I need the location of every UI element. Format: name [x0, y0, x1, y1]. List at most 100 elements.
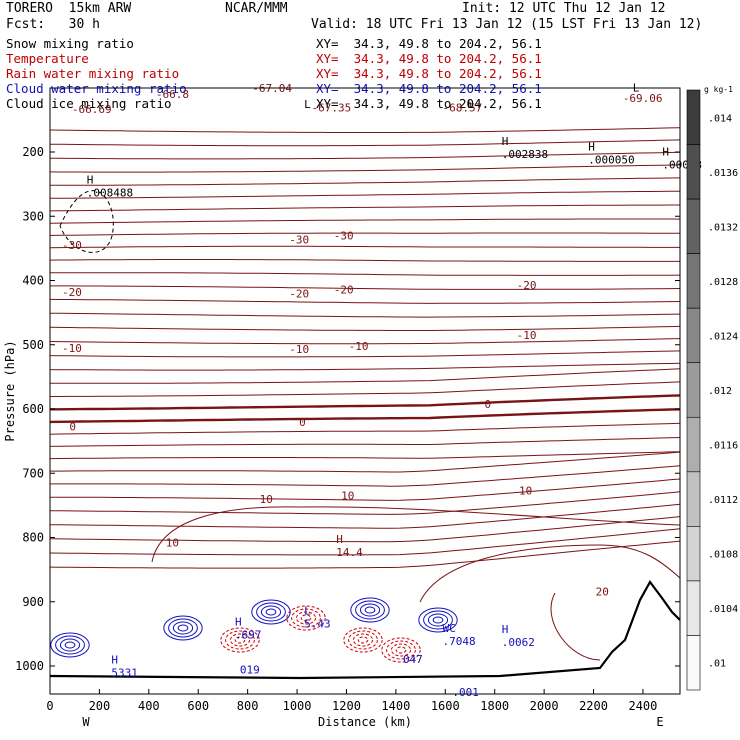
isotherm — [49, 540, 681, 569]
temperature-label: -20 — [517, 279, 537, 292]
mixing-ratio-contour — [364, 606, 376, 614]
isotherm — [50, 177, 681, 186]
mixing-ratio-contour — [50, 632, 90, 658]
isotherm — [49, 528, 681, 556]
mixing-ratio-contour — [168, 618, 198, 638]
forecast-hour: Fcst: 30 h — [6, 17, 100, 32]
mixing-ratio-contour — [295, 611, 317, 625]
isotherm — [49, 127, 681, 133]
mixing-ratio-contour — [177, 624, 189, 632]
mixing-ratio-contour — [355, 600, 385, 620]
mixing-ratio-contour — [251, 599, 291, 625]
mixing-ratio-contour — [55, 635, 85, 655]
mixing-ratio-contour — [256, 602, 286, 622]
isotherm — [49, 151, 681, 160]
temperature-label: -30 — [289, 233, 309, 246]
field-xy-cloudice: XY= 34.3, 49.8 to 204.2, 56.1 — [316, 96, 542, 111]
isotherm — [49, 338, 681, 345]
x-tick-label: 800 — [237, 699, 259, 713]
isotherm — [49, 503, 681, 529]
extremum-mark: H — [235, 615, 242, 628]
mixing-ratio-contour — [395, 646, 407, 654]
isotherm — [49, 491, 681, 515]
x-tick-label: 1800 — [480, 699, 509, 713]
colorbar-tick-label: .012 — [708, 386, 732, 397]
field-xy-rain: XY= 34.3, 49.8 to 204.2, 56.1 — [316, 66, 542, 81]
colorbar-swatch — [686, 635, 701, 691]
east-label: E — [656, 715, 663, 729]
x-tick-label: 1600 — [431, 699, 460, 713]
temperature-label: -68.57 — [442, 102, 482, 115]
isotherm — [49, 139, 681, 147]
mixing-ratio-contour — [291, 608, 321, 628]
isotherm — [419, 544, 681, 603]
colorbar-unit: g kg-1 — [704, 85, 733, 94]
isotherm — [49, 516, 681, 543]
extremum-value: 5.43 — [304, 617, 331, 630]
colorbar-swatch — [686, 416, 701, 473]
mixing-ratio-contour — [381, 637, 421, 663]
extremum-mark: WC — [442, 622, 455, 635]
mixing-ratio-contour — [59, 638, 81, 652]
extremum-value: .697 — [235, 628, 261, 641]
colorbar-swatch — [686, 144, 701, 200]
extremum-value: 047 — [403, 653, 423, 666]
plot-frame — [49, 87, 681, 695]
temperature-label: 0 — [69, 420, 76, 433]
extremum-mark: L — [467, 98, 474, 111]
mixing-ratio-contour — [427, 613, 449, 627]
isotherm — [49, 164, 681, 173]
isotherm — [151, 506, 681, 563]
colorbar-swatch — [686, 471, 701, 527]
mixing-ratio-contour — [260, 605, 282, 619]
colorbar-tick-label: .014 — [708, 113, 732, 124]
temperature-label: -69.06 — [623, 92, 663, 105]
mixing-ratio-contour — [418, 607, 458, 633]
isotherm — [49, 245, 680, 249]
temperature-label: 10 — [260, 493, 273, 506]
colorbar-tick-label: .0112 — [708, 495, 738, 506]
field-name-cloudice: Cloud ice mixing ratio — [6, 96, 172, 111]
extremum-mark: H — [588, 141, 595, 154]
temperature-label: 10 — [341, 490, 354, 503]
field-name-temp: Temperature — [6, 51, 89, 66]
extremum-mark: H — [502, 135, 509, 148]
isotherm — [49, 350, 681, 358]
isotherm — [49, 451, 681, 460]
isotherm — [49, 232, 680, 236]
y-tick-label: 200 — [22, 145, 44, 159]
temperature-label: -66.8 — [156, 88, 189, 101]
mixing-ratio-contour — [229, 633, 251, 647]
extremum-mark: L — [304, 604, 311, 617]
x-tick-label: 2400 — [628, 699, 657, 713]
temperature-label: 10 — [166, 537, 179, 550]
y-tick-label: 900 — [22, 595, 44, 609]
extremum-value: 019 — [240, 664, 260, 677]
isotherm — [49, 259, 680, 262]
extremum-value: .002838 — [502, 148, 548, 161]
extremum-mark: H — [111, 653, 118, 666]
valid-time: Valid: 18 UTC Fri 13 Jan 12 (15 LST Fri … — [311, 17, 703, 32]
mixing-ratio-contour — [343, 627, 383, 653]
isotherm — [550, 592, 601, 661]
isotherm — [50, 478, 681, 501]
mixing-ratio-contour — [265, 608, 277, 616]
isotherm — [49, 312, 681, 318]
x-axis-label: Distance (km) — [318, 715, 412, 729]
field-name-snow: Snow mixing ratio — [6, 36, 134, 51]
isotherm — [50, 465, 681, 487]
colorbar-tick-label: .0132 — [708, 222, 738, 233]
init-time: Init: 12 UTC Thu 12 Jan 12 — [462, 1, 666, 16]
extremum-value: .008488 — [87, 186, 133, 199]
isotherm — [50, 394, 681, 411]
colorbar-swatch — [686, 307, 701, 364]
field-name-rain: Rain water mixing ratio — [6, 66, 180, 81]
terrain-profile — [49, 579, 681, 680]
temperature-contours — [49, 127, 681, 661]
temperature-label: -20 — [62, 286, 82, 299]
x-tick-label: 2000 — [530, 699, 559, 713]
temperature-label: 0 — [484, 398, 491, 411]
mixing-ratio-contour — [432, 616, 444, 624]
isotherm — [49, 190, 680, 199]
colorbar-swatch — [686, 580, 701, 636]
